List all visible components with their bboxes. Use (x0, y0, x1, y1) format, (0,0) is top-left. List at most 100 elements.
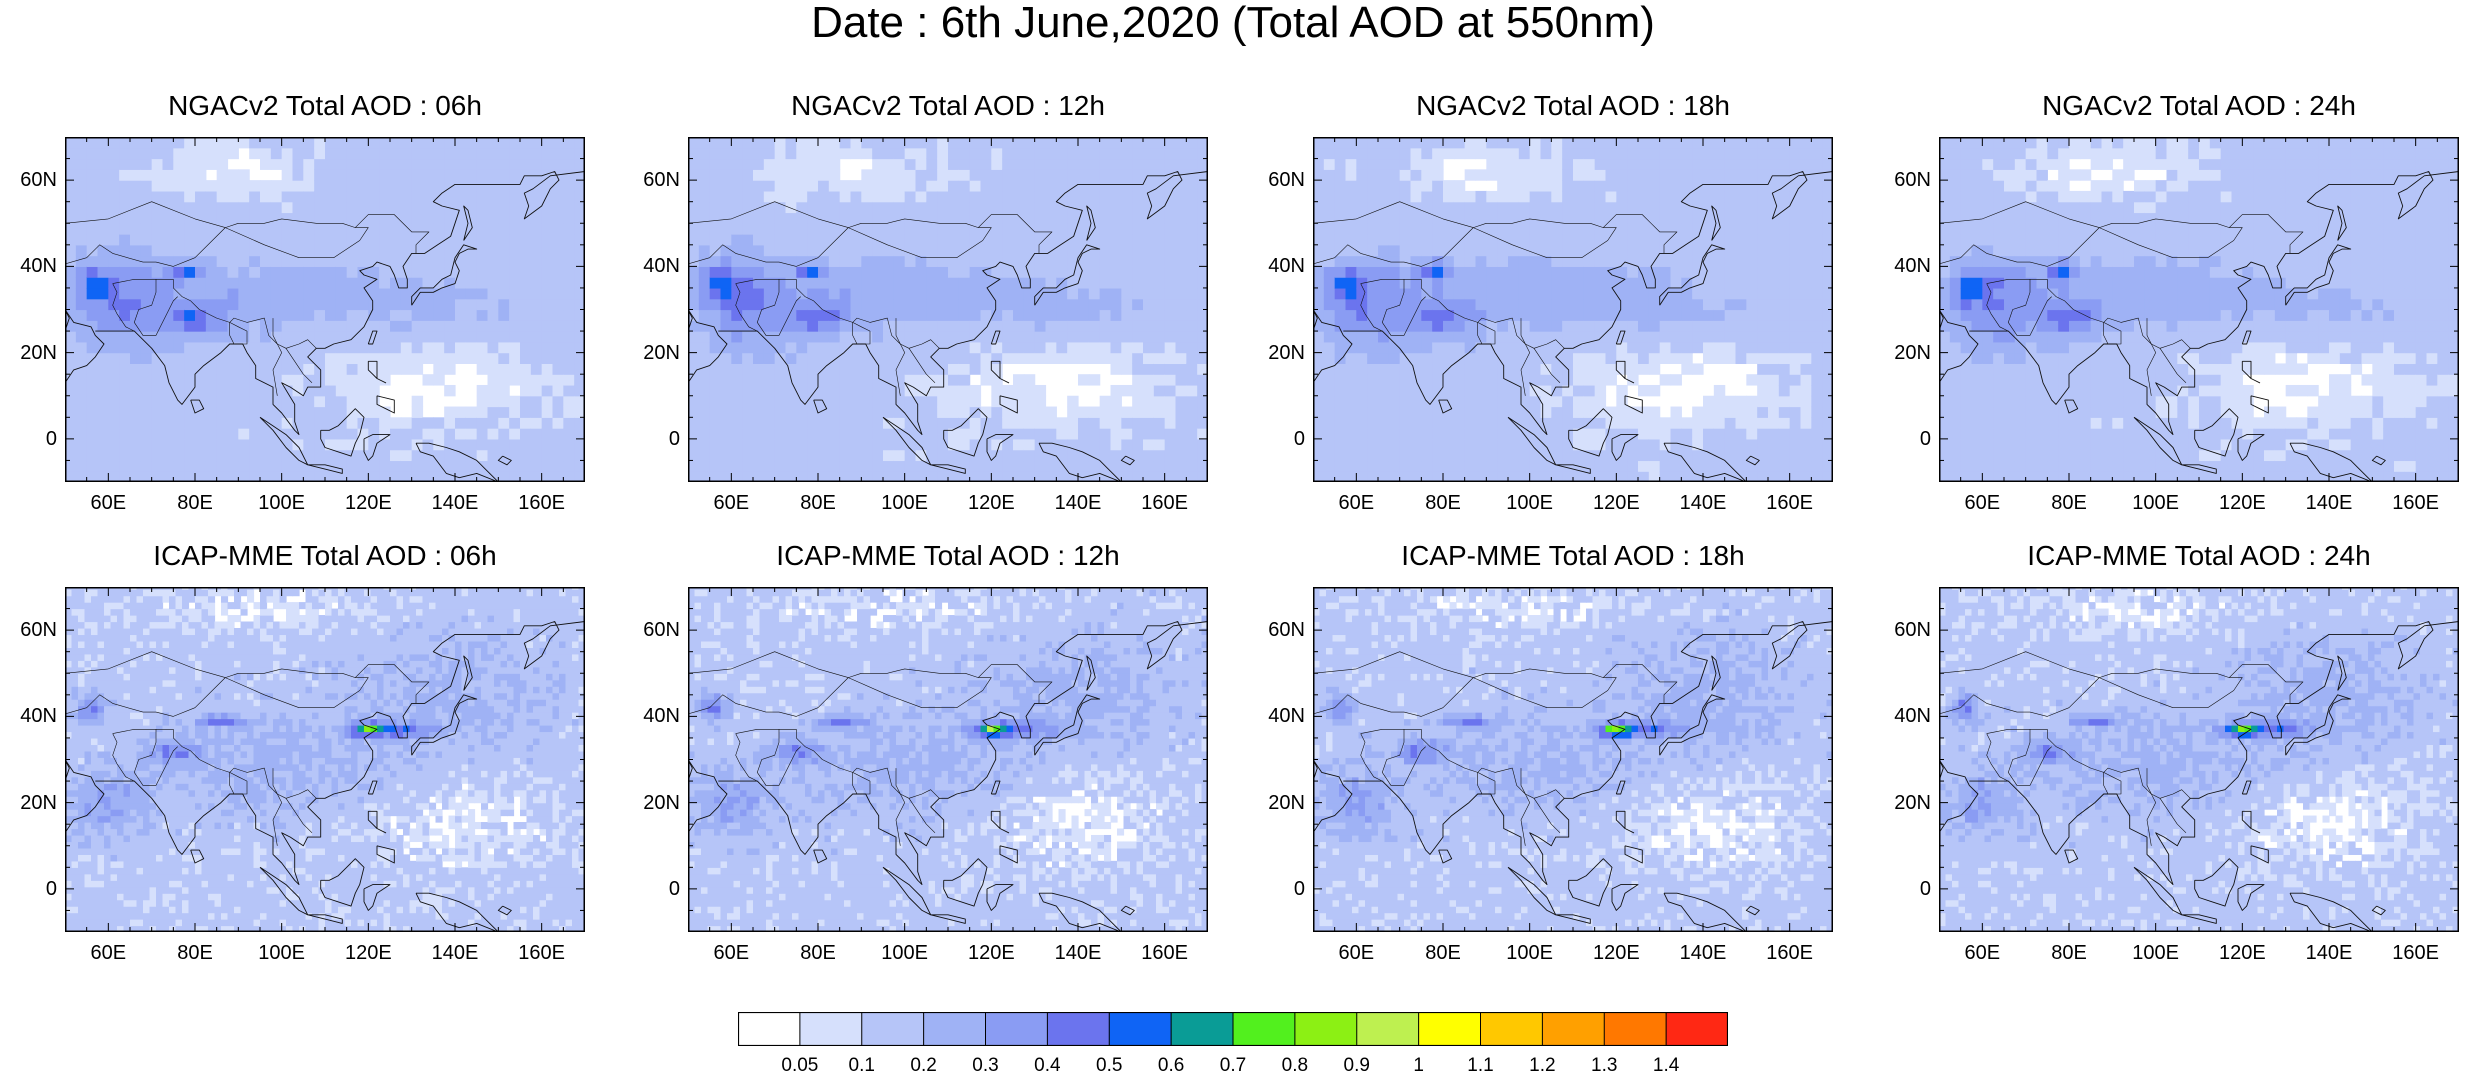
lat-tick-label: 20N (1885, 342, 1931, 364)
lat-tick-label: 40N (634, 705, 680, 727)
lat-tick-label: 60N (1259, 169, 1305, 191)
colorbar-swatch (862, 1012, 924, 1046)
lon-tick-label: 100E (247, 942, 317, 964)
lat-tick-label: 60N (11, 169, 57, 191)
lon-tick-label: 120E (1581, 492, 1651, 514)
lon-tick-label: 160E (1130, 942, 1200, 964)
lon-tick-label: 100E (1495, 942, 1565, 964)
lon-tick-label: 100E (2121, 942, 2191, 964)
lon-tick-label: 160E (1755, 942, 1825, 964)
colorbar-swatch (924, 1012, 986, 1046)
lat-tick-label: 40N (1259, 705, 1305, 727)
lon-tick-label: 80E (2034, 942, 2104, 964)
lon-tick-label: 60E (1947, 492, 2017, 514)
lon-tick-label: 60E (1947, 942, 2017, 964)
lat-tick-label: 20N (634, 792, 680, 814)
lon-tick-label: 100E (247, 492, 317, 514)
lon-tick-label: 100E (870, 942, 940, 964)
colorbar-swatch (1481, 1012, 1543, 1046)
lat-tick-label: 60N (1259, 619, 1305, 641)
lat-tick-label: 40N (1885, 255, 1931, 277)
colorbar-swatch (1604, 1012, 1666, 1046)
aod-colorbar (738, 1012, 1728, 1046)
aod-map (65, 137, 585, 482)
lon-tick-label: 60E (73, 942, 143, 964)
colorbar-swatch (1171, 1012, 1233, 1046)
lon-tick-label: 80E (1408, 942, 1478, 964)
lat-tick-label: 40N (1885, 705, 1931, 727)
lon-tick-label: 140E (1668, 942, 1738, 964)
colorbar-swatch (1295, 1012, 1357, 1046)
lon-tick-label: 60E (696, 492, 766, 514)
lon-tick-label: 60E (696, 942, 766, 964)
colorbar-swatch (800, 1012, 862, 1046)
lat-tick-label: 20N (1259, 342, 1305, 364)
lon-tick-label: 140E (2294, 492, 2364, 514)
lon-tick-label: 120E (1581, 942, 1651, 964)
lat-tick-label: 60N (634, 169, 680, 191)
colorbar-label: 1.2 (1512, 1056, 1572, 1076)
colorbar-swatch (1047, 1012, 1109, 1046)
lon-tick-label: 100E (870, 492, 940, 514)
colorbar-swatch (1419, 1012, 1481, 1046)
lon-tick-label: 120E (956, 492, 1026, 514)
colorbar-swatch (738, 1012, 800, 1046)
lat-tick-label: 0 (634, 878, 680, 900)
colorbar-label: 0.2 (894, 1056, 954, 1076)
colorbar-swatch (1357, 1012, 1419, 1046)
lat-tick-label: 0 (634, 428, 680, 450)
lon-tick-label: 160E (2381, 492, 2451, 514)
lon-tick-label: 60E (1321, 942, 1391, 964)
colorbar-label: 1 (1389, 1056, 1449, 1076)
aod-map (1939, 587, 2459, 932)
aod-map (688, 137, 1208, 482)
lon-tick-label: 120E (2207, 942, 2277, 964)
panel-title: ICAP-MME Total AOD : 12h (628, 540, 1268, 572)
colorbar-swatch (986, 1012, 1048, 1046)
lon-tick-label: 160E (2381, 942, 2451, 964)
lon-tick-label: 140E (2294, 942, 2364, 964)
colorbar-label: 0.5 (1079, 1056, 1139, 1076)
lat-tick-label: 0 (1259, 428, 1305, 450)
lon-tick-label: 140E (1668, 492, 1738, 514)
lat-tick-label: 40N (11, 255, 57, 277)
lon-tick-label: 120E (2207, 492, 2277, 514)
panel-title: NGACv2 Total AOD : 18h (1253, 90, 1893, 122)
lat-tick-label: 60N (634, 619, 680, 641)
colorbar-label: 1.3 (1574, 1056, 1634, 1076)
colorbar-label: 0.9 (1327, 1056, 1387, 1076)
lon-tick-label: 80E (2034, 492, 2104, 514)
lon-tick-label: 140E (420, 492, 490, 514)
aod-map (688, 587, 1208, 932)
lat-tick-label: 20N (634, 342, 680, 364)
lon-tick-label: 60E (1321, 492, 1391, 514)
lat-tick-label: 60N (1885, 619, 1931, 641)
lat-tick-label: 20N (1885, 792, 1931, 814)
panel-title: ICAP-MME Total AOD : 18h (1253, 540, 1893, 572)
lon-tick-label: 160E (507, 942, 577, 964)
colorbar-label: 1.4 (1636, 1056, 1696, 1076)
lon-tick-label: 140E (420, 942, 490, 964)
colorbar-label: 0.4 (1017, 1056, 1077, 1076)
lat-tick-label: 0 (1885, 428, 1931, 450)
colorbar-swatch (1109, 1012, 1171, 1046)
panel-title: ICAP-MME Total AOD : 06h (5, 540, 645, 572)
lon-tick-label: 80E (783, 492, 853, 514)
lat-tick-label: 20N (11, 342, 57, 364)
panel-title: ICAP-MME Total AOD : 24h (1879, 540, 2466, 572)
lon-tick-label: 160E (1130, 492, 1200, 514)
lat-tick-label: 0 (11, 428, 57, 450)
colorbar-label: 0.7 (1203, 1056, 1263, 1076)
aod-map (1939, 137, 2459, 482)
lat-tick-label: 20N (1259, 792, 1305, 814)
aod-map (1313, 137, 1833, 482)
colorbar-swatch (1666, 1012, 1728, 1046)
lat-tick-label: 40N (1259, 255, 1305, 277)
lon-tick-label: 80E (160, 492, 230, 514)
lon-tick-label: 120E (956, 942, 1026, 964)
